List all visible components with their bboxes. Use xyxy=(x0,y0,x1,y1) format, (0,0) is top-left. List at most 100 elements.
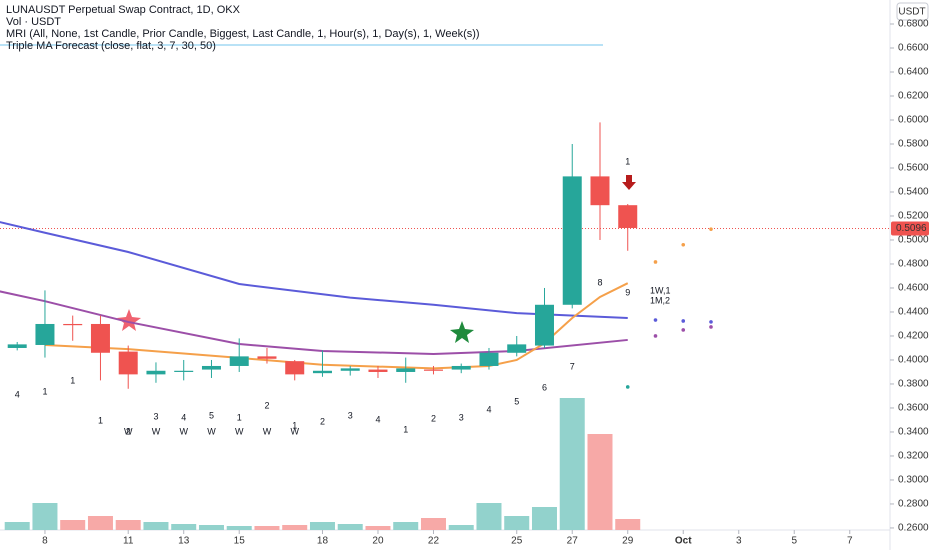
volume-bar xyxy=(32,503,58,530)
mri-label: 4 xyxy=(15,389,20,399)
volume-bar xyxy=(226,526,252,530)
currency-button[interactable] xyxy=(896,2,929,21)
mri-label: 6 xyxy=(542,382,547,392)
mri-label: 2 xyxy=(264,400,269,410)
candle-body xyxy=(63,323,83,326)
x-tick-label: 11 xyxy=(123,536,134,547)
candle-body xyxy=(257,356,277,359)
volume-bar xyxy=(559,398,585,530)
forecast-dot xyxy=(653,318,658,322)
candle-body xyxy=(146,370,166,375)
last-price-tag xyxy=(891,221,929,236)
candle-body xyxy=(534,304,554,346)
mri-label: 5 xyxy=(209,410,214,420)
y-tick-label: 0.6600 xyxy=(898,43,929,54)
mri-label: 8 xyxy=(597,277,602,287)
candle-body xyxy=(340,368,360,371)
candle-body xyxy=(479,352,499,366)
volume-bar xyxy=(60,520,86,530)
y-tick-label: 0.4400 xyxy=(898,307,929,318)
y-tick-label: 0.6800 xyxy=(898,19,929,30)
mri-label: 1W,1 xyxy=(650,285,671,295)
y-tick-label: 0.3800 xyxy=(898,379,929,390)
y-tick-label: 0.6000 xyxy=(898,115,929,126)
volume-bar xyxy=(115,520,141,530)
forecast-dot xyxy=(653,334,658,338)
moving-average xyxy=(0,290,628,355)
volume-bar xyxy=(504,516,530,530)
star xyxy=(450,321,474,343)
volume-bar xyxy=(587,434,613,530)
x-tick-label: 15 xyxy=(234,536,246,547)
candle-body xyxy=(118,351,138,375)
mri-label: 3 xyxy=(348,410,353,420)
volume-bar xyxy=(448,525,474,530)
mri-label: 2 xyxy=(320,416,325,426)
x-tick-label: 20 xyxy=(372,536,384,547)
mri-label: 1 xyxy=(70,375,75,385)
volume-bar xyxy=(87,516,113,530)
x-tick-label: 25 xyxy=(511,536,523,547)
mri-label: W xyxy=(290,426,299,436)
x-tick-label: 29 xyxy=(622,536,634,547)
mri-label: 5 xyxy=(514,396,519,406)
candle-body xyxy=(174,370,194,372)
x-tick-label: 7 xyxy=(847,536,853,547)
mri-label: W xyxy=(179,426,188,436)
mri-label: 4 xyxy=(486,404,491,414)
mri-label: 1M,2 xyxy=(650,295,670,305)
y-tick-label: 0.5200 xyxy=(898,211,929,222)
forecast-dot xyxy=(625,385,630,389)
sell-arrow xyxy=(622,175,636,190)
candle-body xyxy=(35,323,55,345)
volume-bar xyxy=(615,519,641,530)
x-tick-label: Oct xyxy=(675,536,692,547)
x-tick-label: 22 xyxy=(428,536,440,547)
volume-bar xyxy=(282,525,308,530)
mri-label: 1 xyxy=(403,424,408,434)
mri-label: 1 xyxy=(625,156,630,166)
currency[interactable]: USDT xyxy=(898,7,925,18)
forecast-dot xyxy=(709,325,713,329)
volume-bar xyxy=(476,503,502,530)
candle-body xyxy=(507,344,527,353)
y-tick-label: 0.5400 xyxy=(898,187,929,198)
forecast-dot xyxy=(653,260,658,264)
volume-bar xyxy=(4,522,30,530)
candle-body xyxy=(451,365,471,370)
mri-label: 7 xyxy=(570,361,575,371)
volume-bar xyxy=(254,526,280,530)
volume-bar xyxy=(393,522,419,530)
candle-body xyxy=(590,176,610,206)
forecast-dot xyxy=(681,319,686,323)
volume-bar xyxy=(531,507,557,530)
candle-body xyxy=(423,369,443,371)
x-tick-label: 18 xyxy=(317,536,329,547)
candle-body xyxy=(396,368,416,372)
candle-body xyxy=(562,176,582,305)
chart-title: LUNAUSDT Perpetual Swap Contract, 1D, OK… xyxy=(6,4,241,16)
mri-label: 1 xyxy=(98,415,103,425)
mri-label: 1 xyxy=(237,412,242,422)
y-tick-label: 0.6200 xyxy=(898,91,929,102)
volume-bar xyxy=(337,524,363,530)
y-tick-label: 0.4200 xyxy=(898,331,929,342)
candle-body xyxy=(312,370,332,374)
candle-body xyxy=(201,365,221,370)
y-tick-label: 0.3200 xyxy=(898,451,929,462)
mri-label: 2 xyxy=(431,413,436,423)
candle-body xyxy=(90,323,110,353)
volume-bar xyxy=(143,522,169,530)
y-tick-label: 0.5800 xyxy=(898,139,929,150)
y-tick-label: 0.3000 xyxy=(898,475,929,486)
forecast-dot xyxy=(709,320,713,324)
candle-body xyxy=(7,344,27,348)
mri-label: W xyxy=(152,426,161,436)
y-tick-label: 0.2800 xyxy=(898,499,929,510)
y-tick-label: 0.4800 xyxy=(898,259,929,270)
x-tick-label: 5 xyxy=(791,536,797,547)
volume-bar xyxy=(171,524,197,530)
volume-bar xyxy=(365,526,391,530)
